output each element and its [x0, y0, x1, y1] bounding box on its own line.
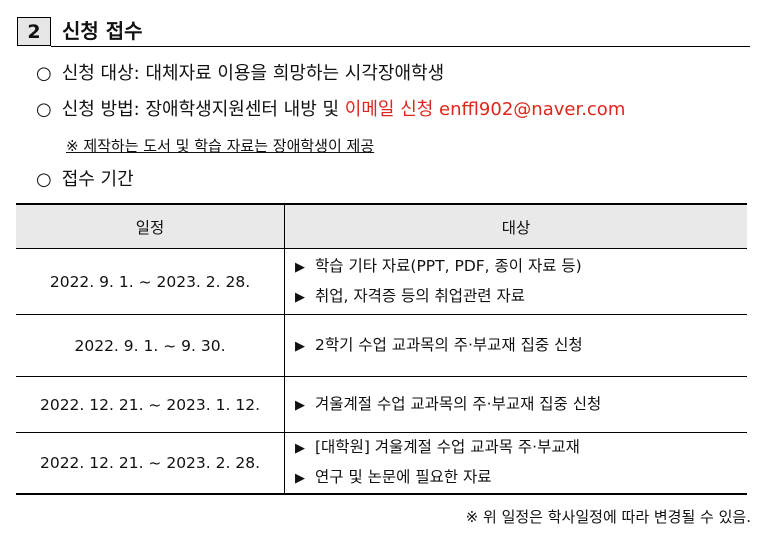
period-cell: 2022. 9. 1. ~ 2023. 2. 28. [16, 248, 285, 315]
target-cell: [대학원] 겨울계절 수업 교과목 주·부교재연구 및 논문에 필요한 자료 [284, 432, 747, 495]
section-rule [51, 46, 750, 47]
note: ※ 제작하는 도서 및 학습 자료는 장애학생이 제공 [66, 137, 375, 155]
table-row: 2022. 9. 1. ~ 2023. 2. 28.학습 기타 자료(PPT, … [16, 248, 747, 315]
section-number: 2 [17, 17, 51, 46]
target-cell: 학습 기타 자료(PPT, PDF, 종이 자료 등)취업, 자격증 등의 취업… [284, 248, 747, 315]
schedule-table: 일정 대상 2022. 9. 1. ~ 2023. 2. 28.학습 기타 자료… [16, 203, 747, 495]
period-cell: 2022. 12. 21. ~ 2023. 1. 12. [16, 376, 285, 433]
bullet-item: 접수 기간 [36, 167, 134, 193]
header-cell: 대상 [284, 203, 747, 249]
header-row: 일정 대상 [16, 203, 747, 249]
period-cell: 2022. 9. 1. ~ 9. 30. [16, 314, 285, 377]
table-row: 2022. 12. 21. ~ 2023. 2. 28.[대학원] 겨울계절 수… [16, 432, 747, 495]
item-highlight: 이메일 신청 enffl902@naver.com [344, 99, 626, 120]
bullet-item: 신청 방법: 장애학생지원센터 내방 및 이메일 신청 enffl902@nav… [36, 97, 626, 123]
footnote: ※ 위 일정은 학사일정에 따라 변경될 수 있음. [465, 508, 751, 526]
target-item: 연구 및 논문에 필요한 자료 [295, 463, 747, 493]
item-text: 접수 기간 [61, 169, 134, 190]
target-cell: 2학기 수업 교과목의 주·부교재 집중 신청 [284, 314, 747, 377]
target-item: 학습 기타 자료(PPT, PDF, 종이 자료 등) [295, 252, 747, 282]
section-title: 신청 접수 [62, 19, 143, 43]
period-cell: 2022. 12. 21. ~ 2023. 2. 28. [16, 432, 285, 495]
item-text: 신청 대상: 대체자료 이용을 희망하는 시각장애학생 [61, 63, 445, 84]
target-item: [대학원] 겨울계절 수업 교과목 주·부교재 [295, 433, 747, 463]
target-item: 취업, 자격증 등의 취업관련 자료 [295, 282, 747, 312]
target-item: 겨울계절 수업 교과목의 주·부교재 집중 신청 [295, 390, 747, 420]
item-text: 신청 방법: 장애학생지원센터 내방 및 [61, 99, 345, 120]
target-item: 2학기 수업 교과목의 주·부교재 집중 신청 [295, 331, 747, 361]
target-cell: 겨울계절 수업 교과목의 주·부교재 집중 신청 [284, 376, 747, 433]
header-cell: 일정 [16, 203, 285, 249]
bullet-item: 신청 대상: 대체자료 이용을 희망하는 시각장애학생 [36, 61, 444, 87]
table-row: 2022. 9. 1. ~ 9. 30. 2학기 수업 교과목의 주·부교재 집중… [16, 314, 747, 377]
table-row: 2022. 12. 21. ~ 2023. 1. 12. 겨울계절 수업 교과목의… [16, 376, 747, 433]
